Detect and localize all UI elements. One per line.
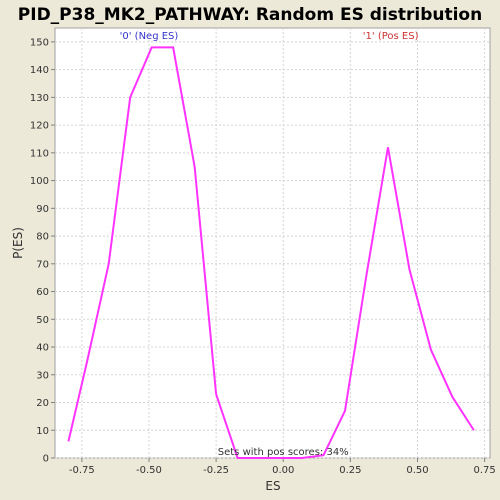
x-tick-label: 0.25 xyxy=(339,465,361,476)
x-tick-label: 0.50 xyxy=(406,465,428,476)
x-tick-label: 0.75 xyxy=(473,465,495,476)
y-tick-label: 80 xyxy=(36,232,49,243)
y-tick-label: 40 xyxy=(36,343,49,354)
y-tick-label: 100 xyxy=(30,176,49,187)
annotations: '0' (Neg ES) '1' (Pos ES) Sets with pos sc… xyxy=(120,31,419,458)
y-tick-label: 60 xyxy=(36,287,49,298)
annotation-label: '0' (Neg ES) xyxy=(120,31,179,42)
x-tick-label: -0.75 xyxy=(69,465,95,476)
y-tick-label: 130 xyxy=(30,93,49,104)
y-tick-label: 50 xyxy=(36,315,49,326)
y-tick-label: 10 xyxy=(36,426,49,437)
y-tick-label: 120 xyxy=(30,121,49,132)
y-tick-label: 90 xyxy=(36,204,49,215)
axes: 0 10 20 30 40 50 60 70 80 90 100 110 120 130 140 150 -0.… xyxy=(30,37,496,476)
y-tick-label: 0 xyxy=(43,454,49,465)
y-tick-label: 20 xyxy=(36,398,49,409)
x-tick-label: -0.25 xyxy=(203,465,229,476)
x-tick-label: -0.50 xyxy=(136,465,162,476)
y-axis-title: P(ES) xyxy=(11,227,25,259)
annotation-label: '1' (Pos ES) xyxy=(363,31,419,42)
y-tick-label: 30 xyxy=(36,370,49,381)
y-tick-label: 110 xyxy=(30,148,49,159)
x-axis-title: ES xyxy=(265,479,280,493)
x-tick-label: 0.00 xyxy=(272,465,294,476)
annotation-label: Sets with pos scores: 34% xyxy=(218,447,349,458)
y-tick-label: 150 xyxy=(30,37,49,48)
y-tick-label: 70 xyxy=(36,259,49,270)
chart-title: PID_P38_MK2_PATHWAY: Random ES distribut… xyxy=(18,5,482,25)
grid-lines xyxy=(55,28,490,459)
plot-area xyxy=(54,27,491,459)
series-line xyxy=(67,46,475,459)
series-lines xyxy=(67,46,475,459)
y-tick-label: 140 xyxy=(30,65,49,76)
